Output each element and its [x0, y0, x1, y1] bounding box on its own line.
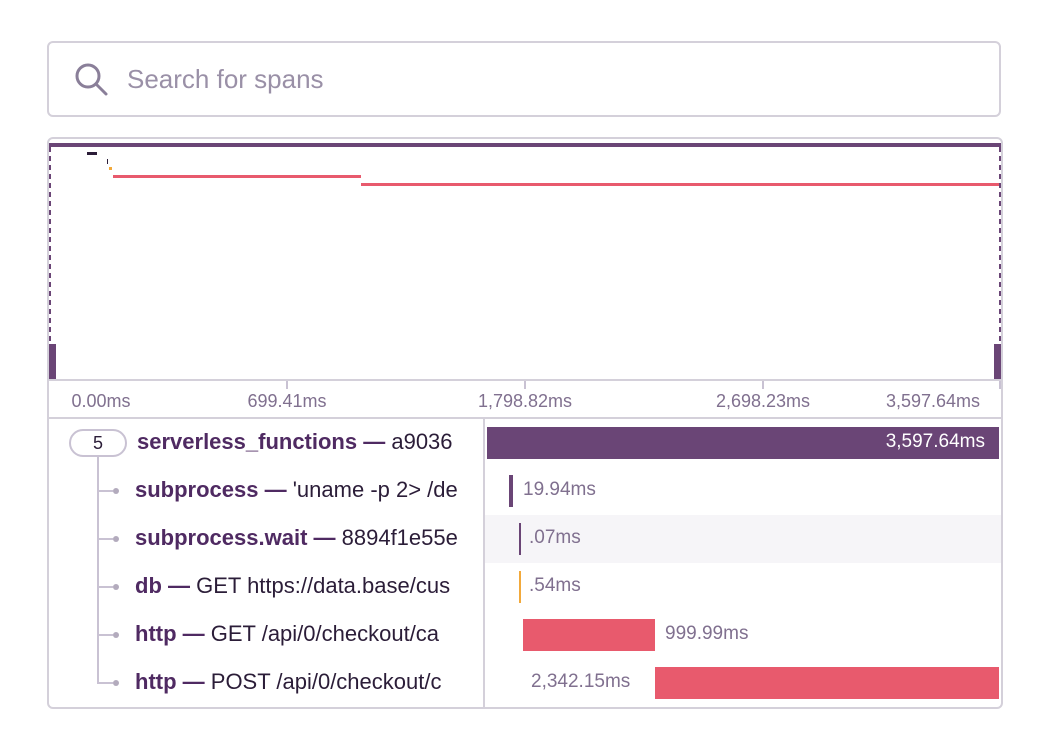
- span-separator: —: [307, 525, 342, 550]
- minimap-right-handle[interactable]: [994, 344, 1001, 379]
- span-description: 8894f1e55e: [341, 525, 458, 550]
- tree-node-dot: [113, 584, 119, 590]
- span-op: db: [135, 573, 162, 598]
- span-label: db — GET https://data.base/cus: [135, 573, 450, 599]
- span-duration: 2,342.15ms: [531, 671, 631, 692]
- tree-connector: [99, 490, 113, 492]
- span-row[interactable]: subprocess.wait — 8894f1e55e: [49, 515, 483, 563]
- span-row[interactable]: http — GET /api/0/checkout/ca: [49, 611, 483, 659]
- span-duration: 999.99ms: [665, 623, 749, 644]
- span-duration: 19.94ms: [523, 479, 596, 500]
- tree-node-dot: [113, 632, 119, 638]
- minimap-span-subprocess-wait: [107, 159, 108, 164]
- trace-view-panel: 0.00ms 699.41ms 1,798.82ms 2,698.23ms 3,…: [47, 137, 1003, 709]
- minimap-span-db: [109, 167, 112, 170]
- span-op: serverless_functions: [137, 429, 358, 454]
- span-row[interactable]: http — POST /api/0/checkout/c: [49, 659, 483, 707]
- span-bars: 3,597.64ms 19.94ms .07ms .54ms 999.99ms …: [483, 419, 1001, 707]
- span-bar-row[interactable]: 2,342.15ms: [485, 659, 1001, 707]
- span-label: http — POST /api/0/checkout/c: [135, 669, 441, 695]
- span-tree: 5 serverless_functions — a9036 subproces…: [49, 419, 483, 707]
- children-count-toggle[interactable]: 5: [69, 429, 127, 457]
- axis-tick: [524, 381, 526, 389]
- span-label: subprocess — 'uname -p 2> /de: [135, 477, 458, 503]
- tree-connector: [99, 586, 113, 588]
- span-description: 'uname -p 2> /de: [292, 477, 458, 502]
- tree-connector: [99, 538, 113, 540]
- span-duration: 3,597.64ms: [885, 431, 985, 452]
- minimap-span-subprocess: [87, 152, 97, 155]
- span-separator: —: [357, 429, 392, 454]
- tree-connector: [97, 457, 99, 683]
- span-bar[interactable]: [655, 667, 999, 699]
- span-row[interactable]: subprocess — 'uname -p 2> /de: [49, 467, 483, 515]
- span-op: subprocess: [135, 477, 259, 502]
- span-bar-row[interactable]: .54ms: [485, 563, 1001, 611]
- span-description: GET https://data.base/cus: [196, 573, 451, 598]
- span-op: subprocess.wait: [135, 525, 308, 550]
- span-bar-row-root[interactable]: 3,597.64ms: [485, 419, 1001, 467]
- span-label: subprocess.wait — 8894f1e55e: [135, 525, 458, 551]
- span-op: http: [135, 621, 177, 646]
- minimap-span-http-get: [113, 175, 361, 178]
- axis-tick: [999, 381, 1001, 389]
- span-bar[interactable]: [519, 523, 521, 555]
- span-duration: .07ms: [529, 527, 581, 548]
- tree-node-dot: [113, 488, 119, 494]
- tree-node-dot: [113, 536, 119, 542]
- tree-connector: [99, 634, 113, 636]
- minimap-left-handle[interactable]: [49, 344, 56, 379]
- axis-tick-label: 0.00ms: [71, 391, 131, 411]
- span-bar[interactable]: [487, 427, 999, 459]
- span-bar-row[interactable]: 19.94ms: [485, 467, 1001, 515]
- span-separator: —: [258, 477, 293, 502]
- span-separator: —: [176, 621, 211, 646]
- span-description: POST /api/0/checkout/c: [210, 669, 442, 694]
- time-axis: 0.00ms 699.41ms 1,798.82ms 2,698.23ms 3,…: [49, 379, 1001, 419]
- axis-tick: [762, 381, 764, 389]
- minimap-span-http-post: [361, 183, 1001, 186]
- span-op: http: [135, 669, 177, 694]
- axis-tick-label: 1,798.82ms: [477, 391, 573, 411]
- span-separator: —: [161, 573, 197, 598]
- tree-connector: [97, 682, 113, 684]
- span-description: GET /api/0/checkout/ca: [210, 621, 440, 646]
- span-label: serverless_functions — a9036: [137, 429, 453, 455]
- span-description: a9036: [391, 429, 453, 454]
- trace-minimap[interactable]: [49, 139, 1001, 379]
- span-label: http — GET /api/0/checkout/ca: [135, 621, 439, 647]
- search-input[interactable]: [125, 62, 949, 96]
- span-bar[interactable]: [519, 571, 521, 603]
- minimap-root-span: [49, 143, 1001, 147]
- search-icon: [75, 63, 108, 96]
- span-bar-row[interactable]: 999.99ms: [485, 611, 1001, 659]
- axis-tick-label: 3,597.64ms: [885, 391, 981, 411]
- span-row[interactable]: db — GET https://data.base/cus: [49, 563, 483, 611]
- span-duration: .54ms: [529, 575, 581, 596]
- axis-tick-label: 699.41ms: [247, 391, 327, 411]
- span-bar[interactable]: [509, 475, 513, 507]
- span-bar[interactable]: [523, 619, 655, 651]
- tree-node-dot: [113, 680, 119, 686]
- span-search-box[interactable]: [47, 41, 1001, 117]
- span-bar-row[interactable]: .07ms: [485, 515, 1001, 563]
- span-separator: —: [176, 669, 211, 694]
- axis-tick-label: 2,698.23ms: [715, 391, 811, 411]
- span-row-root[interactable]: 5 serverless_functions — a9036: [49, 419, 483, 467]
- axis-tick: [286, 381, 288, 389]
